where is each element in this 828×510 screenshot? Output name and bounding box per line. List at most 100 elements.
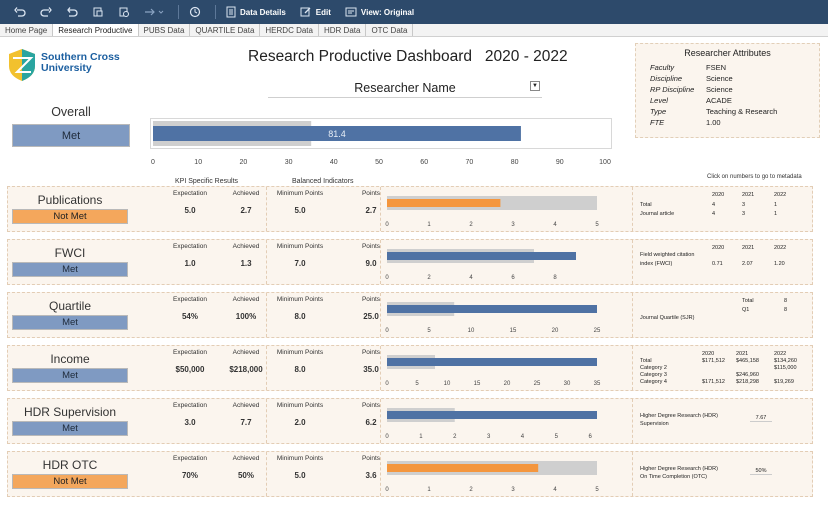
metadata-row-label: Total [640, 358, 652, 364]
metadata-value[interactable]: $171,512 [702, 358, 725, 364]
metadata-value[interactable]: $246,960 [736, 372, 759, 378]
metadata-value[interactable]: 1.20 [774, 260, 785, 267]
points-heading: Points [361, 296, 381, 303]
tab-pubs-data[interactable]: PUBS Data [139, 24, 191, 36]
achieved-value: 2.7 [240, 206, 252, 215]
metadata-value[interactable]: 2.07 [742, 260, 753, 267]
metadata-value[interactable]: 50% [750, 468, 772, 475]
expectation-value: 5.0 [184, 206, 196, 215]
kpi-label: Publications [37, 193, 103, 207]
researcher-name-select[interactable]: Researcher Name ▼ [268, 78, 542, 98]
metadata-value[interactable]: 3 [742, 210, 746, 217]
kpi-status-badge[interactable]: Met [12, 421, 128, 436]
metrics-button[interactable] [189, 6, 201, 18]
metadata-value[interactable]: $171,512 [702, 379, 725, 385]
redo-icon [40, 7, 52, 17]
revert-button[interactable] [66, 6, 78, 18]
attribute-row: Level ACADE [650, 96, 732, 105]
sheet-tabs: Home Page Research Productive PUBS Data … [0, 24, 828, 37]
pause-updates-button[interactable] [92, 6, 104, 18]
tab-research-productive[interactable]: Research Productive [53, 24, 139, 36]
points-heading: Points [361, 349, 381, 356]
metadata-value[interactable]: 0.71 [712, 260, 723, 267]
kpi-bullet-chart: 0 1 2 3 4 5 [385, 461, 599, 493]
value-bar [387, 199, 501, 207]
redo-button[interactable] [40, 6, 52, 18]
metadata-value[interactable]: $134,260 [774, 358, 797, 364]
metadata-value[interactable]: 4 [712, 202, 716, 208]
refresh-button[interactable] [118, 6, 130, 18]
metadata-value[interactable]: 8 [784, 298, 788, 304]
metadata-value[interactable]: $115,000 [774, 365, 797, 371]
points-value: 3.6 [365, 471, 377, 480]
view-original-button[interactable]: View: Original [345, 6, 414, 18]
overall-status-badge[interactable]: Met [12, 124, 130, 147]
share-button[interactable] [144, 6, 164, 18]
points-value: 9.0 [365, 259, 377, 268]
chevron-down-icon [158, 10, 164, 14]
arrow-right-icon [145, 8, 155, 16]
data-details-button[interactable]: Data Details [226, 6, 286, 18]
metadata-row-label: index (FWCI) [640, 260, 673, 267]
attribute-key: RP Discipline [650, 85, 695, 94]
achieved-heading: Achieved [232, 402, 260, 409]
kpi-status-badge[interactable]: Not Met [12, 474, 128, 489]
achieved-heading: Achieved [232, 296, 260, 303]
axis-tick-label: 1 [427, 487, 431, 493]
axis-tick-label: 20 [552, 328, 559, 334]
kpi-status-badge[interactable]: Met [12, 368, 128, 383]
metadata-value[interactable]: $465,158 [736, 358, 759, 364]
overall-bullet-chart: 81.4 0 10 20 30 40 50 60 70 80 90 100 [150, 118, 612, 166]
panel-divider [632, 187, 633, 231]
panel-divider [380, 346, 381, 390]
kpi-metadata: Higher Degree Research (HDR) Supervision 7… [634, 399, 812, 445]
panel-divider [632, 399, 633, 443]
axis-tick-label: 8 [553, 275, 557, 281]
metadata-value[interactable]: $218,298 [736, 379, 759, 385]
metadata-value[interactable]: $19,269 [774, 379, 794, 385]
kpi-panel: Publications Not Met Expectation 5.0 Achieve… [7, 186, 813, 232]
metadata-value[interactable]: 1 [774, 202, 778, 208]
metadata-value[interactable]: 7.67 [750, 415, 772, 422]
tab-quartile-data[interactable]: QUARTILE Data [190, 24, 261, 36]
tab-otc-data[interactable]: OTC Data [366, 24, 414, 36]
kpi-label: FWCI [54, 246, 86, 260]
axis-tick-label: 70 [466, 159, 474, 166]
metadata-value[interactable]: 3 [742, 202, 746, 208]
points-heading: Points [361, 402, 381, 409]
undo-button[interactable] [14, 6, 26, 18]
kpi-metadata: 2020 2021 2022 Field weighted citation index… [634, 240, 812, 286]
kpi-status-badge[interactable]: Met [12, 262, 128, 277]
kpi-bullet-chart: 0 5 10 15 20 25 [385, 302, 601, 334]
panel-divider [380, 293, 381, 337]
data-details-label: Data Details [240, 7, 286, 17]
minimum-points-value: 5.0 [294, 471, 306, 480]
axis-tick-label: 15 [474, 381, 481, 387]
kpi-status-badge[interactable]: Met [12, 315, 128, 330]
metadata-value[interactable]: 8 [784, 307, 788, 313]
value-bar [387, 358, 597, 366]
metadata-value[interactable]: 1 [774, 210, 778, 217]
kpi-status-badge[interactable]: Not Met [12, 209, 128, 224]
researcher-attributes-panel: Researcher Attributes Faculty FSEN Discip… [635, 43, 820, 138]
chevron-down-icon[interactable]: ▼ [530, 81, 540, 91]
balanced-indicators-heading: Balanced Indicators [292, 178, 354, 185]
tab-hdr-data[interactable]: HDR Data [319, 24, 367, 36]
edit-button[interactable]: Edit [300, 6, 331, 18]
toolbar-divider [178, 5, 179, 19]
metadata-value[interactable]: 4 [712, 210, 716, 217]
panel-divider [380, 240, 381, 284]
axis-tick-label: 4 [553, 487, 557, 493]
metadata-row-label: Q1 [742, 307, 750, 313]
kpi-panel: HDR OTC Not Met Expectation 70% Achieved 50% M… [7, 451, 813, 497]
panel-divider [632, 293, 633, 337]
achieved-value: 50% [237, 471, 254, 480]
tab-herdc-data[interactable]: HERDC Data [260, 24, 319, 36]
tab-home-page[interactable]: Home Page [0, 24, 54, 36]
axis-tick-label: 35 [594, 381, 601, 387]
expectation-heading: Expectation [173, 243, 207, 250]
value-label: 81.4 [328, 129, 346, 139]
metadata-row-label: On Time Completion (OTC) [640, 474, 707, 480]
axis-tick-label: 50 [375, 159, 383, 166]
expectation-value: 3.0 [184, 418, 196, 427]
